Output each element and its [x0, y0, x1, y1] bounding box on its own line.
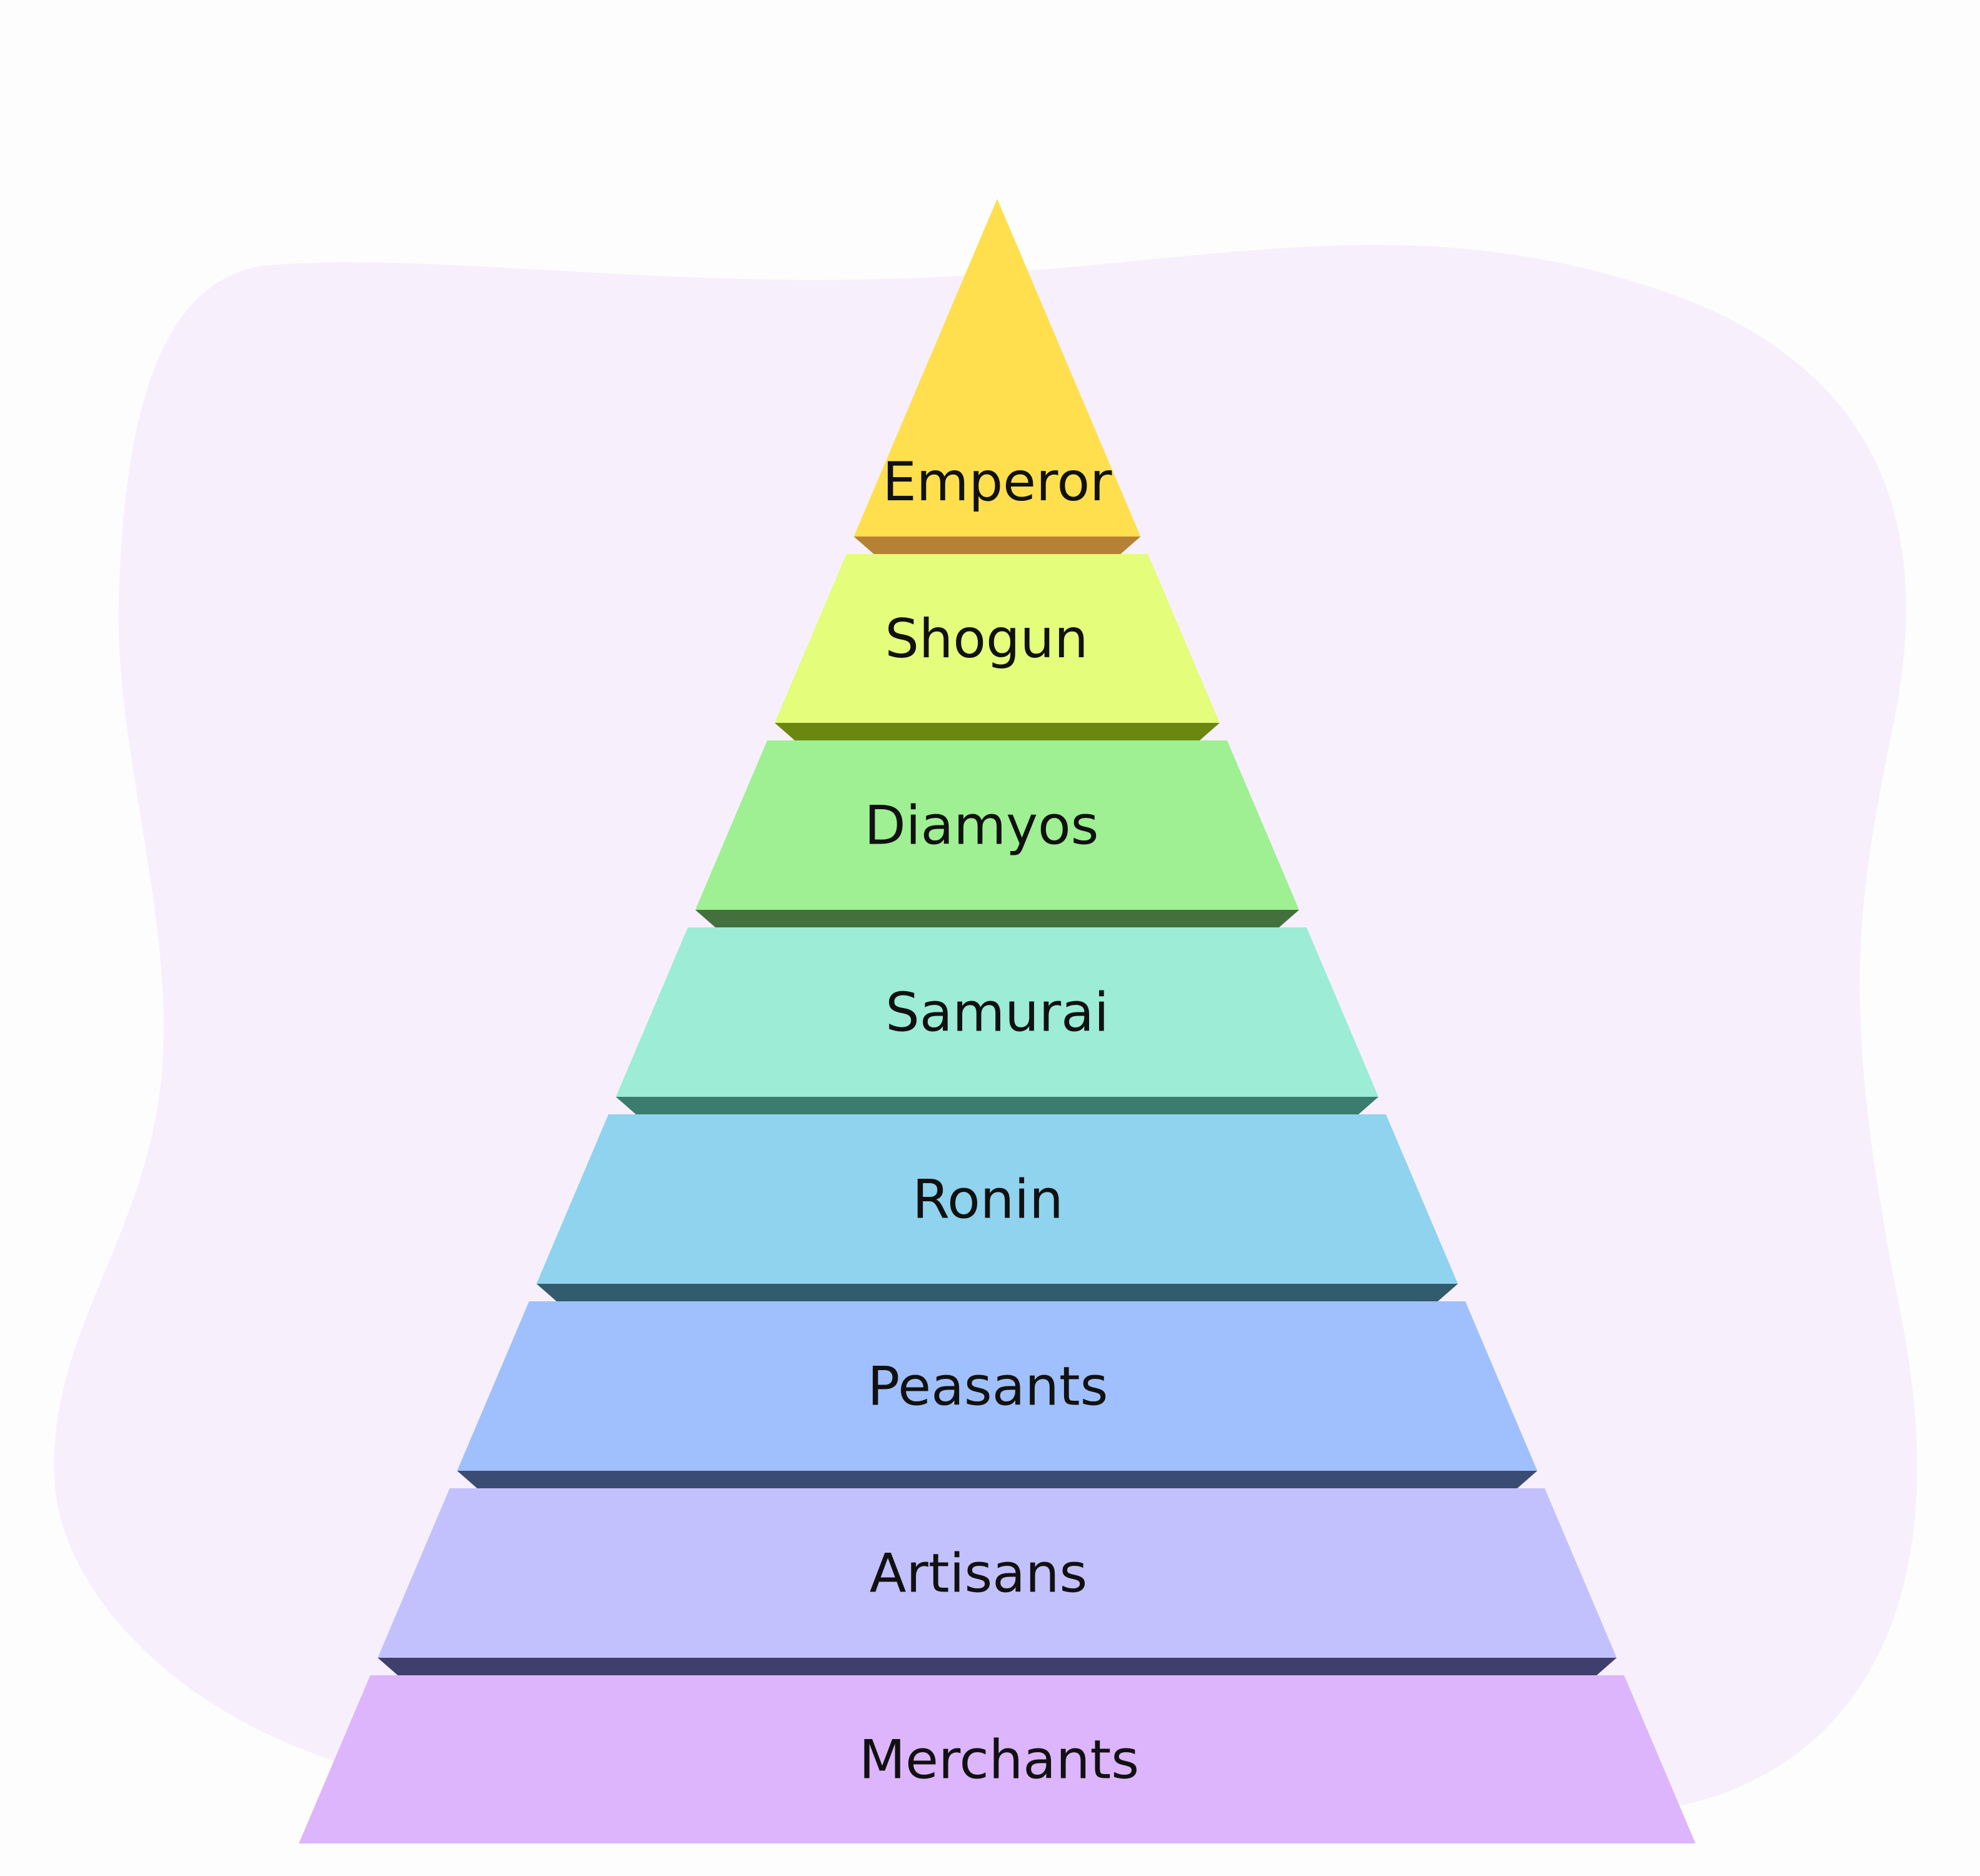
tier-peasants-face — [457, 1301, 1537, 1471]
tier-artisans-edge — [378, 1658, 1617, 1675]
tier-artisans-label: Artisans — [870, 1543, 1088, 1605]
tier-emperor-edge — [853, 537, 1141, 554]
tier-shogun-edge — [775, 723, 1220, 740]
tier-shogun-face — [775, 554, 1220, 723]
tier-shogun-label: Shogun — [885, 608, 1088, 670]
tier-emperor-face — [853, 199, 1141, 537]
tier-ronin-label: Ronin — [912, 1169, 1063, 1231]
tier-samurai-face — [616, 927, 1379, 1097]
tier-merchants-label: Merchants — [859, 1729, 1139, 1792]
tier-ronin-edge — [536, 1284, 1458, 1301]
tier-samurai-label: Samurai — [885, 982, 1109, 1044]
tier-diamyos-face — [695, 740, 1299, 910]
tier-diamyos-label: Diamyos — [865, 795, 1099, 857]
tier-emperor-label: Emperor — [882, 451, 1112, 513]
tier-samurai-edge — [616, 1097, 1379, 1114]
tier-peasants-label: Peasants — [868, 1356, 1108, 1418]
tier-merchants-face — [299, 1675, 1696, 1843]
pyramid-tiers: Emperor Shogun Diamyos Samurai Ronin Peasants… — [299, 199, 1696, 1843]
tier-peasants-edge — [457, 1471, 1537, 1488]
tier-ronin-face — [536, 1114, 1458, 1284]
tier-diamyos-edge — [695, 910, 1299, 927]
tier-artisans-face — [378, 1488, 1617, 1658]
